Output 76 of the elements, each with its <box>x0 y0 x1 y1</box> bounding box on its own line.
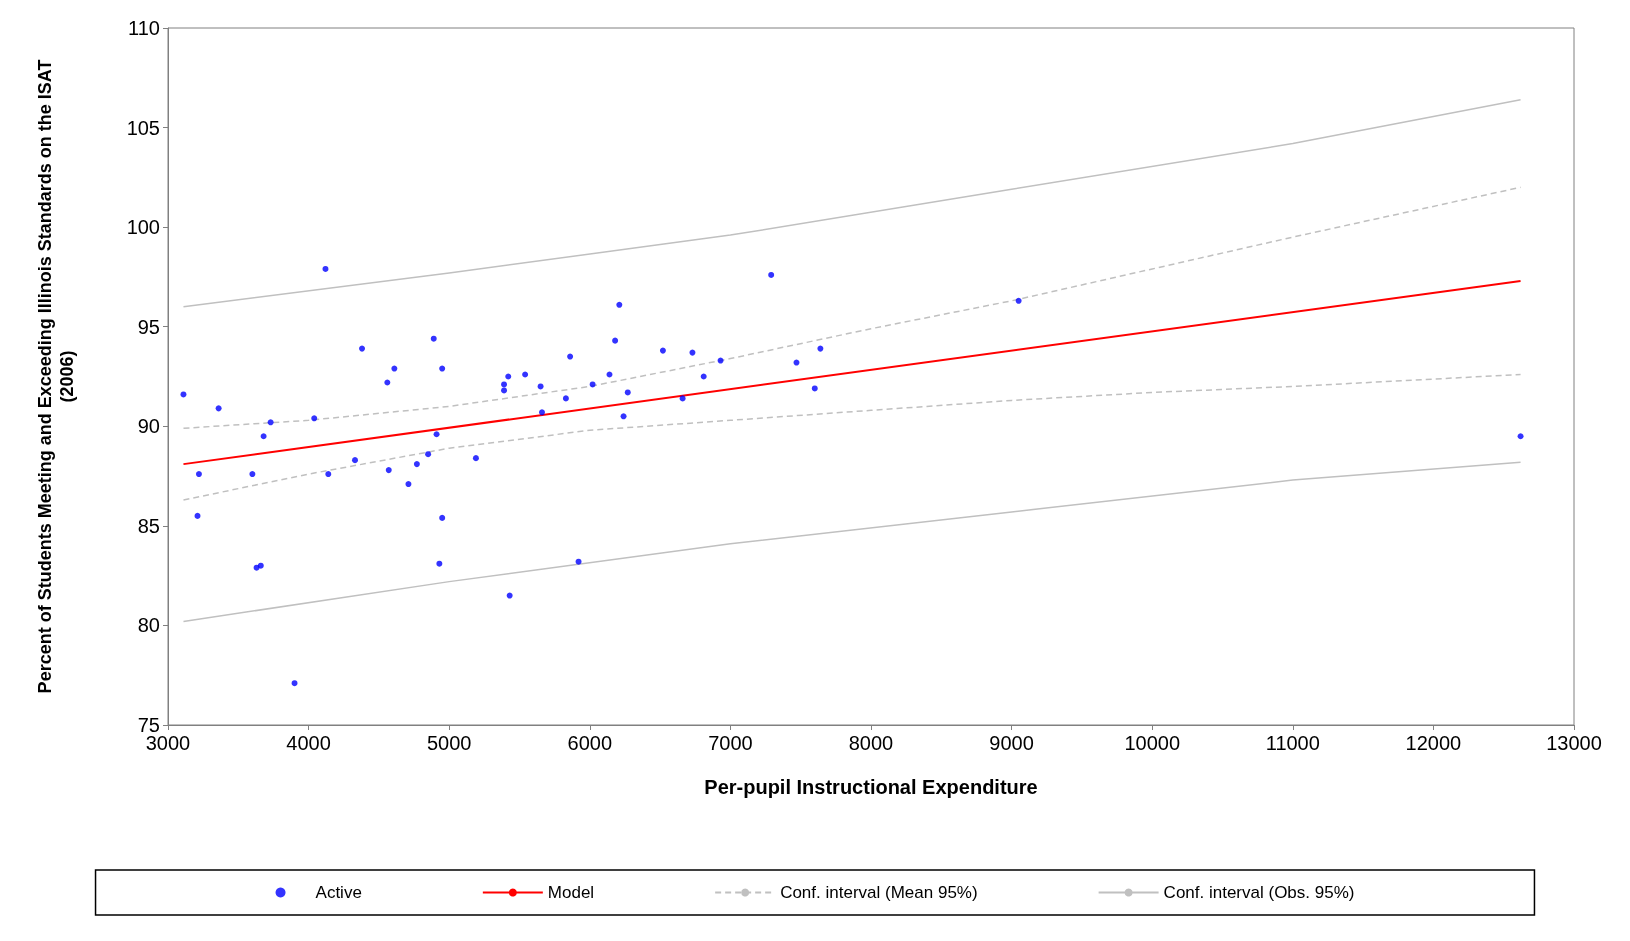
x-tick-label: 12000 <box>1405 732 1462 754</box>
point <box>291 680 298 687</box>
point <box>195 471 202 478</box>
y-tick-label: 100 <box>126 216 160 239</box>
point <box>180 391 187 398</box>
point <box>506 592 513 599</box>
point <box>537 383 544 390</box>
x-tick-label: 5000 <box>426 732 472 754</box>
point <box>359 345 366 352</box>
point <box>257 562 264 569</box>
legend-label: Conf. interval (Mean 95%) <box>780 883 978 902</box>
y-tick-label: 95 <box>137 315 160 338</box>
line-series <box>182 461 1522 623</box>
point <box>215 405 222 412</box>
point <box>439 365 446 372</box>
legend-label: Active <box>315 883 362 902</box>
point <box>768 271 775 278</box>
x-tick-label: 13000 <box>1546 732 1602 754</box>
point <box>505 373 512 380</box>
y-tick-label: 110 <box>128 17 160 39</box>
x-tick-label: 10000 <box>1124 732 1181 754</box>
x-tick-label: 11000 <box>1265 732 1320 754</box>
point <box>472 455 479 462</box>
point <box>793 359 800 366</box>
point <box>522 371 529 378</box>
point <box>352 457 358 464</box>
point <box>413 461 420 468</box>
point <box>249 471 256 478</box>
point <box>612 337 619 344</box>
point <box>501 381 508 388</box>
legend-label: Model <box>547 883 595 902</box>
y-tick-label: 80 <box>137 614 160 637</box>
legend-label: Conf. interval (Obs. 95%) <box>1163 883 1355 902</box>
y-tick-label: 90 <box>137 415 160 438</box>
point <box>433 431 440 438</box>
x-axis-title: Per-pupil Instructional Expenditure <box>704 776 1038 798</box>
x-tick-label: 9000 <box>989 732 1034 754</box>
line-series <box>182 373 1522 501</box>
point <box>659 347 666 354</box>
point <box>817 345 824 352</box>
point <box>689 349 696 356</box>
x-tick-label: 4000 <box>286 732 331 754</box>
point <box>325 471 332 478</box>
y-tick-label: 105 <box>126 116 160 139</box>
point <box>1517 433 1524 440</box>
point <box>391 365 398 372</box>
point <box>567 353 574 360</box>
x-tick-label: 6000 <box>567 732 613 754</box>
point <box>311 415 318 422</box>
x-tick-label: 7000 <box>708 732 753 754</box>
point <box>1015 297 1022 304</box>
point <box>405 481 412 488</box>
point <box>501 387 508 394</box>
point <box>385 467 392 474</box>
point <box>606 371 613 378</box>
point <box>679 395 686 402</box>
x-tick-label: 8000 <box>848 732 894 754</box>
point <box>811 385 818 392</box>
point <box>260 433 267 440</box>
point <box>194 512 201 519</box>
line-series <box>182 98 1522 308</box>
y-tick-label: 85 <box>137 514 160 537</box>
point <box>589 381 596 388</box>
point <box>267 419 274 426</box>
y-axis-title: Percent of Students Meeting and Exceeding Illinois Standards on the ISAT (2006) <box>35 59 77 694</box>
point <box>439 514 446 521</box>
point <box>616 301 623 308</box>
point <box>539 409 545 416</box>
point <box>322 265 329 272</box>
point <box>436 560 443 567</box>
point <box>717 357 724 364</box>
point <box>562 395 569 402</box>
point <box>624 389 631 396</box>
line-series <box>182 186 1522 430</box>
point <box>425 451 432 458</box>
point <box>430 335 437 342</box>
